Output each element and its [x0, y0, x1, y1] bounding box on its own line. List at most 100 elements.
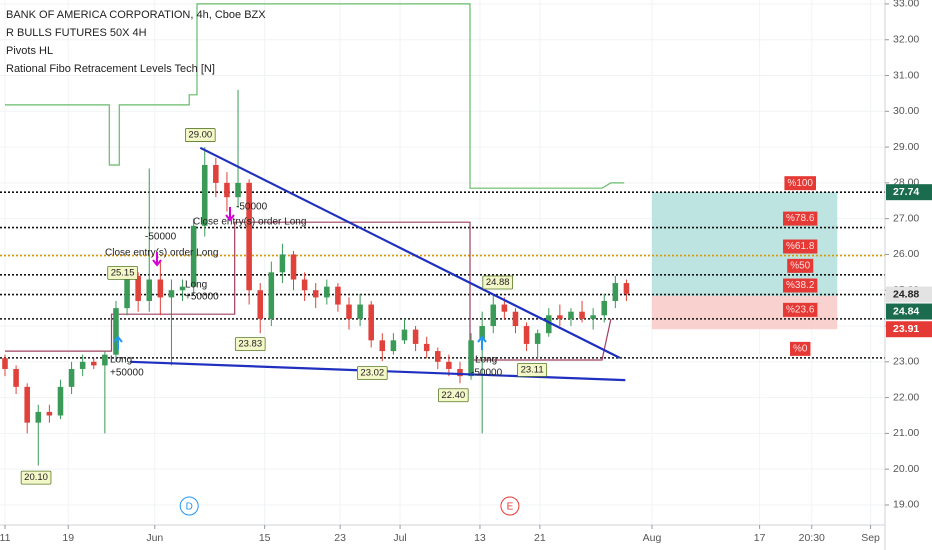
order-note: Long: [475, 355, 497, 366]
fib-label-box: [783, 211, 818, 226]
price-badge-label: 27.74: [893, 186, 919, 198]
candle-body: [523, 326, 530, 344]
fib-label: %100: [787, 178, 813, 189]
price-badge-label: 24.84: [893, 305, 919, 317]
candle-body: [490, 304, 497, 327]
candle-body: [457, 368, 463, 377]
x-tick-label: Jul: [393, 532, 406, 544]
pivot-box: [357, 366, 388, 380]
candle-body: [612, 283, 619, 301]
pivot-label: 23.11: [521, 364, 544, 375]
y-tick-label: 30.00: [893, 105, 919, 117]
y-tick-label: 23.00: [893, 356, 919, 368]
entry-arrow: [113, 335, 123, 350]
event-marker: [179, 496, 199, 516]
candle-body: [301, 279, 308, 291]
order-note: +50000: [110, 368, 144, 379]
candle-body: [312, 290, 319, 298]
candle-body: [90, 361, 97, 366]
candle-body: [568, 311, 574, 319]
candle-body: [235, 182, 241, 198]
candle-body: [190, 225, 197, 287]
candle-body: [179, 286, 186, 291]
fib-label: %23.6: [786, 305, 815, 316]
trendline: [199, 146, 621, 359]
event-label: D: [186, 502, 193, 513]
indicator-name: R BULLS FUTURES 50X 4H: [6, 27, 147, 39]
candle-body: [479, 326, 485, 341]
candle-body: [623, 283, 630, 294]
pivot-label: 24.88: [486, 277, 510, 288]
candle-body: [446, 361, 452, 369]
candle-body: [46, 411, 53, 416]
y-tick-label: 27.00: [893, 212, 919, 224]
event-label: E: [507, 502, 514, 513]
pivot-box: [482, 275, 513, 290]
candle-body: [124, 275, 130, 309]
pivot-label: 22.40: [441, 390, 465, 401]
candle-body: [279, 254, 286, 273]
y-tick-label: 29.00: [893, 141, 919, 153]
candle-body: [468, 340, 474, 377]
y-tick-label: 33.00: [893, 0, 919, 10]
candle-body: [346, 304, 352, 319]
candle-body: [79, 361, 86, 369]
candle-body: [2, 358, 8, 369]
pivot-label: 20.10: [24, 472, 48, 483]
order-note: -50000: [145, 232, 177, 243]
candle-body: [501, 304, 508, 312]
fib-label: %61.8: [786, 241, 815, 252]
candle-body: [324, 286, 330, 298]
y-tick-label: 32.00: [893, 34, 919, 46]
x-tick-label: Aug: [643, 532, 662, 544]
candle-body: [224, 182, 230, 198]
price-badge: [886, 321, 932, 338]
x-tick-label: 20:30: [799, 532, 825, 544]
x-tick-label: Sep: [861, 532, 880, 544]
pivot-box: [20, 470, 52, 485]
candle-body: [157, 279, 164, 298]
plot-area: %100 %78.6 %61.8 %50 %38.2 %23.6 %0 29.00 25.15 2…: [0, 0, 885, 525]
pivot-label: 29.00: [188, 130, 212, 141]
x-tick-label: 19: [62, 532, 74, 544]
fib-label: %38.2: [786, 280, 815, 291]
order-note: Close entry(s) order Long: [105, 248, 218, 259]
entry-arrow: [477, 335, 487, 350]
candle-body: [590, 315, 596, 319]
fib-label-box: [787, 258, 814, 273]
price-axis-bg: [885, 0, 932, 550]
candle-body: [268, 272, 275, 319]
price-badge: [886, 184, 932, 201]
x-tick-label: 11: [0, 532, 11, 544]
candle-body: [213, 164, 219, 183]
pivot-label: 23.02: [360, 368, 384, 379]
candle-body: [512, 311, 519, 327]
candle-body: [168, 290, 175, 298]
pivot-box: [234, 337, 266, 352]
chart-title: BANK OF AMERICA CORPORATION, 4h, Cboe BZ…: [6, 9, 266, 21]
candle-body: [423, 343, 430, 352]
price-badge: [886, 286, 932, 303]
exit-arrow: [225, 207, 235, 222]
candle-body: [201, 164, 208, 226]
fib-label-box: [783, 278, 818, 293]
fib-label-box: [784, 176, 817, 191]
order-note: Long: [110, 355, 132, 366]
indicator-name: Rational Fibo Retracement Levels Tech [N…: [6, 63, 215, 75]
candle-body: [68, 368, 75, 387]
fib-label-box: [783, 239, 818, 254]
pivot-box: [517, 362, 548, 377]
candle-body: [601, 300, 608, 316]
candle-body: [13, 368, 19, 387]
fib-label: %50: [790, 260, 810, 271]
candle-body: [335, 286, 341, 305]
order-note: Long: [185, 280, 207, 291]
y-tick-label: 19.00: [893, 499, 919, 511]
indicator-line: [5, 221, 612, 361]
pivot-box: [107, 265, 138, 280]
y-tick-label: 26.00: [893, 248, 919, 260]
y-tick-label: 20.00: [893, 463, 919, 475]
candle-body: [357, 304, 363, 319]
